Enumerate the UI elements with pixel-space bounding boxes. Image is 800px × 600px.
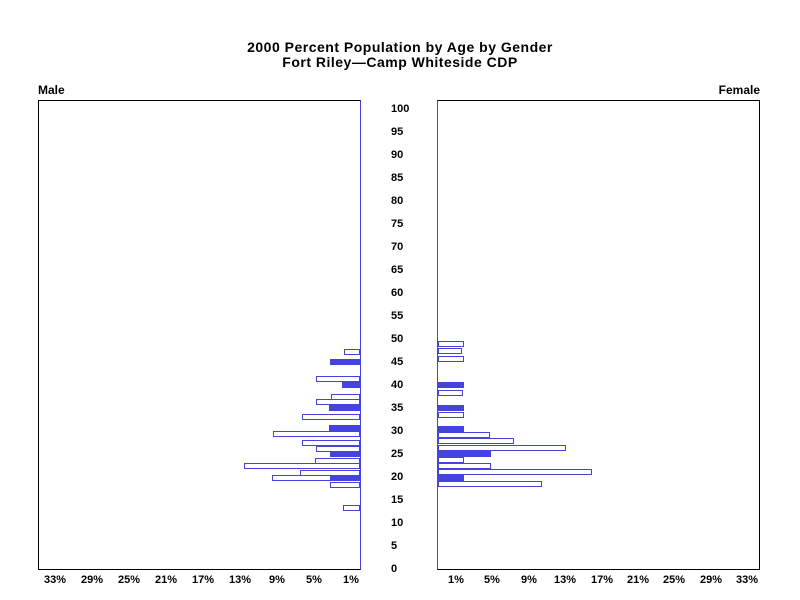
male-pct-tick-label: 5% xyxy=(306,574,322,586)
female-pct-tick-label: 33% xyxy=(735,574,759,586)
female-pct-tick-label: 9% xyxy=(521,574,537,586)
female-pct-tick-label: 29% xyxy=(699,574,723,586)
female-bar xyxy=(438,463,491,469)
female-panel xyxy=(437,100,760,570)
age-tick-label: 85 xyxy=(391,172,404,184)
age-tick-label: 40 xyxy=(391,379,404,391)
male-pct-tick-label: 1% xyxy=(343,574,359,586)
female-pct-tick-label: 13% xyxy=(553,574,577,586)
chart-title: 2000 Percent Population by Age by Gender… xyxy=(0,40,800,70)
age-tick-label: 25 xyxy=(391,448,404,460)
age-tick-label: 15 xyxy=(391,494,404,506)
age-tick-label: 20 xyxy=(391,471,404,483)
female-bar xyxy=(438,481,542,487)
female-bar xyxy=(438,475,464,481)
male-pct-tick-label: 25% xyxy=(117,574,141,586)
male-bar xyxy=(343,505,360,511)
male-bar xyxy=(329,405,360,411)
male-bar xyxy=(244,463,360,469)
female-pct-tick-label: 1% xyxy=(448,574,464,586)
male-bar xyxy=(329,425,360,431)
female-pct-tick-label: 5% xyxy=(484,574,500,586)
female-bar xyxy=(438,341,464,347)
female-bar xyxy=(438,469,592,475)
age-tick-label: 30 xyxy=(391,425,404,437)
female-bar xyxy=(438,405,464,411)
female-bar xyxy=(438,390,463,396)
female-bar xyxy=(438,457,464,463)
male-pct-tick-label: 17% xyxy=(191,574,215,586)
male-bar xyxy=(273,431,360,437)
age-tick-label: 55 xyxy=(391,310,404,322)
female-bar xyxy=(438,432,490,438)
male-bar xyxy=(316,376,360,382)
female-bar xyxy=(438,451,491,457)
male-panel xyxy=(38,100,361,570)
age-tick-label: 70 xyxy=(391,241,404,253)
male-pct-tick-label: 9% xyxy=(269,574,285,586)
male-bar xyxy=(316,399,360,405)
male-bar xyxy=(330,451,360,457)
female-bar xyxy=(438,382,464,388)
age-tick-label: 90 xyxy=(391,149,404,161)
age-tick-label: 5 xyxy=(391,540,398,552)
male-bar xyxy=(330,475,360,481)
female-pct-tick-label: 17% xyxy=(590,574,614,586)
chart-title-line2: Fort Riley—Camp Whiteside CDP xyxy=(282,54,518,70)
male-bar xyxy=(302,414,360,420)
age-tick-label: 65 xyxy=(391,264,404,276)
male-pct-tick-label: 29% xyxy=(80,574,104,586)
age-tick-label: 10 xyxy=(391,517,404,529)
male-axis-label: Male xyxy=(38,83,65,97)
male-bar xyxy=(342,382,360,388)
female-bar xyxy=(438,412,464,418)
female-bar xyxy=(438,356,464,362)
male-pct-tick-label: 33% xyxy=(43,574,67,586)
male-bar xyxy=(330,359,360,365)
age-tick-label: 0 xyxy=(391,563,398,575)
female-bar xyxy=(438,348,462,354)
male-pct-tick-label: 21% xyxy=(154,574,178,586)
female-bar xyxy=(438,445,566,451)
age-tick-label: 35 xyxy=(391,402,404,414)
female-axis-label: Female xyxy=(718,83,760,97)
age-tick-label: 80 xyxy=(391,195,404,207)
age-tick-label: 100 xyxy=(391,103,410,115)
female-pct-tick-label: 25% xyxy=(662,574,686,586)
female-bar xyxy=(438,426,464,432)
chart-title-line1: 2000 Percent Population by Age by Gender xyxy=(247,39,553,55)
age-tick-label: 60 xyxy=(391,287,404,299)
age-tick-label: 50 xyxy=(391,333,404,345)
age-tick-label: 75 xyxy=(391,218,404,230)
male-pct-tick-label: 13% xyxy=(228,574,252,586)
age-tick-label: 95 xyxy=(391,126,404,138)
female-bar xyxy=(438,438,514,444)
female-pct-tick-label: 21% xyxy=(626,574,650,586)
male-bar xyxy=(302,440,360,446)
male-bar xyxy=(344,349,360,355)
age-tick-label: 45 xyxy=(391,356,404,368)
male-bar xyxy=(330,482,360,488)
